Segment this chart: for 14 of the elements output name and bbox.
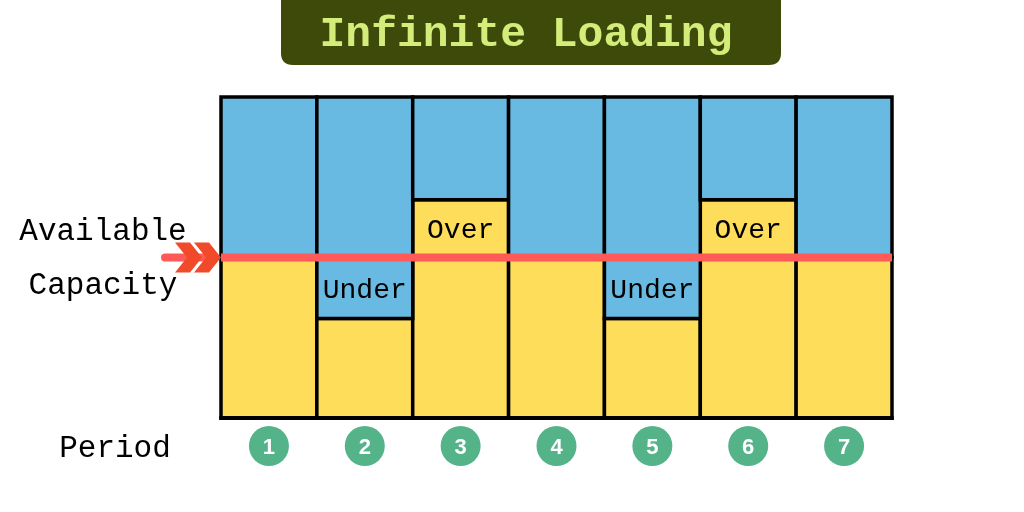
annotation: Under (322, 274, 407, 306)
x-axis-title: Period (59, 431, 171, 466)
x-tick-label: 6 (742, 433, 755, 459)
x-tick-label: 1 (262, 433, 276, 459)
x-tick-label: 7 (837, 433, 851, 459)
x-tick-label: 2 (358, 433, 371, 459)
ref-line-label: Available Capacity (19, 213, 187, 303)
chart-title: Infinite Loading (319, 10, 733, 59)
x-tick-label: 5 (646, 433, 659, 459)
x-tick-label: 3 (454, 433, 467, 459)
annotation: Over (427, 215, 495, 247)
annotation: Over (714, 215, 782, 247)
x-tick-label: 4 (550, 433, 564, 459)
annotation: Under (610, 274, 695, 306)
